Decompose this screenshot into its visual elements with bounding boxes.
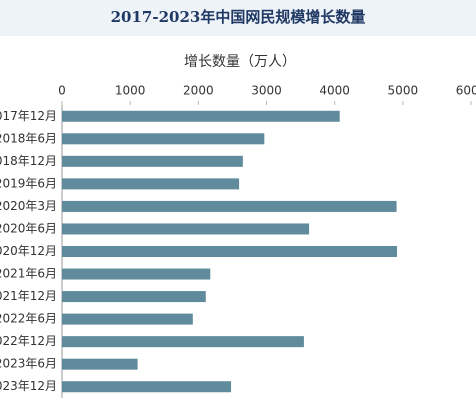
x-tick-label: 1000 — [115, 84, 146, 98]
x-tick-label: 4000 — [319, 84, 350, 98]
x-axis-label: 增长数量（万人） — [184, 54, 296, 70]
x-tick-label: 2000 — [183, 84, 214, 98]
y-tick-label: 2021年12月 — [0, 289, 57, 303]
y-tick-label: 2018年12月 — [0, 154, 57, 168]
chart-title: 2017-2023年中国网民规模增长数量 — [111, 8, 366, 26]
y-tick-label: 2020年6月 — [0, 221, 57, 235]
y-tick-label: 2022年6月 — [0, 312, 57, 326]
title-band — [0, 0, 476, 36]
bar — [62, 291, 206, 303]
bar — [62, 155, 243, 167]
y-tick-label: 2019年6月 — [0, 176, 57, 190]
y-tick-label: 2022年12月 — [0, 334, 57, 348]
x-tick-label: 6000 — [456, 84, 476, 98]
x-tick-label: 3000 — [251, 84, 282, 98]
bar — [62, 313, 193, 325]
bar — [62, 268, 211, 280]
x-tick-label: 0 — [58, 84, 66, 98]
bar — [62, 110, 340, 122]
bar — [62, 178, 240, 190]
bar — [62, 200, 397, 212]
bar — [62, 246, 398, 257]
bar — [62, 223, 310, 235]
y-tick-label: 2020年12月 — [0, 244, 57, 258]
y-tick-label: 2021年6月 — [0, 267, 57, 281]
bar — [62, 336, 304, 348]
x-tick-label: 5000 — [388, 84, 419, 98]
y-tick-label: 2017年12月 — [0, 109, 57, 123]
bar — [62, 381, 232, 393]
y-tick-label: 2023年6月 — [0, 357, 57, 371]
y-tick-label: 2020年3月 — [0, 199, 57, 213]
bar — [62, 358, 138, 370]
bar — [62, 133, 265, 145]
y-tick-label: 2023年12月 — [0, 379, 57, 393]
y-tick-label: 2018年6月 — [0, 131, 57, 145]
